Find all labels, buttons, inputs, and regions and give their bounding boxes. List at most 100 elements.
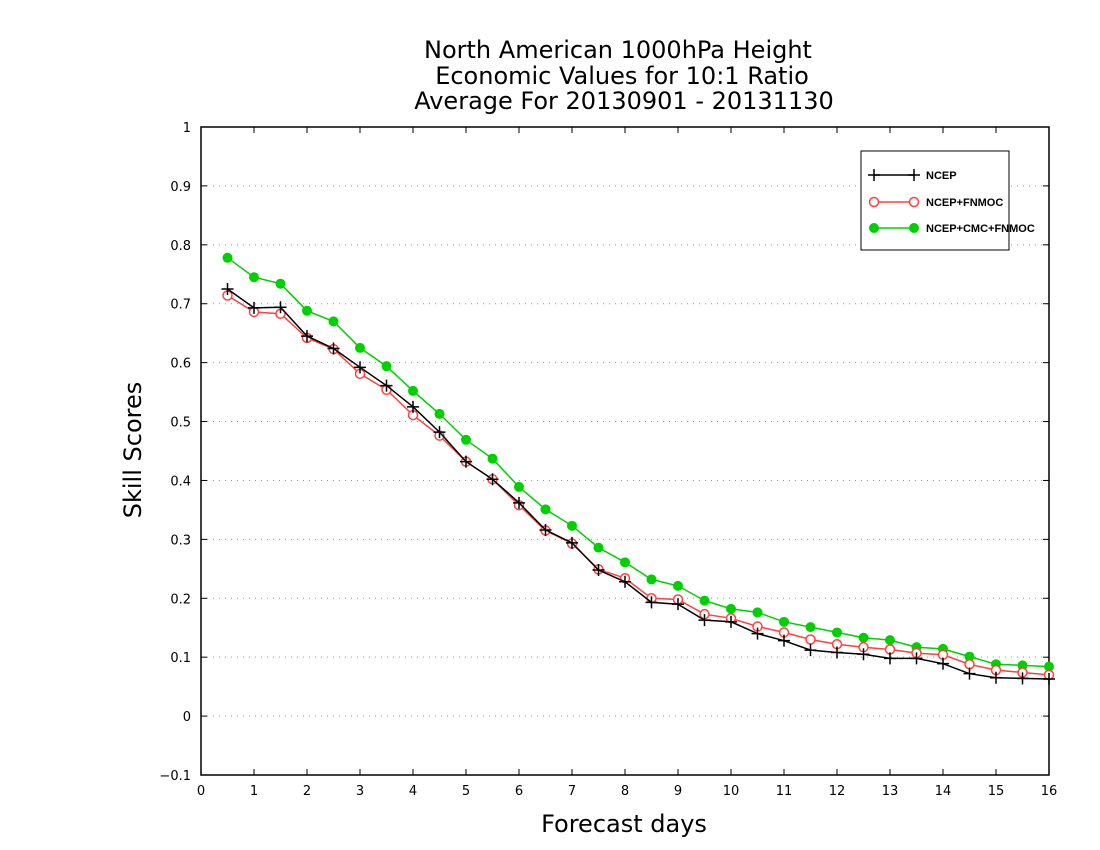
axis-ticks: −0.100.10.20.30.40.50.60.70.80.910 1 2 3 4 5 6… xyxy=(159,121,1057,799)
data-point xyxy=(869,223,879,233)
x-tick-label: 9 xyxy=(674,784,682,799)
x-tick-label: 16 xyxy=(1041,784,1058,799)
series-ncep-cmc-fnmoc xyxy=(222,252,1054,672)
x-tick-label: 5 xyxy=(462,784,470,799)
data-point xyxy=(1016,672,1029,685)
legend-label: NCEP+CMC+FNMOC xyxy=(926,223,1035,235)
data-point xyxy=(673,580,683,591)
data-point xyxy=(698,614,711,627)
x-tick-label: 3 xyxy=(356,784,364,799)
data-point xyxy=(354,361,366,374)
data-point xyxy=(831,646,843,659)
y-tick-label: 0.3 xyxy=(170,533,191,548)
data-point xyxy=(857,648,870,661)
data-point xyxy=(751,627,764,640)
y-tick-label: 0.4 xyxy=(170,474,191,489)
chart-title-line-1: North American 1000hPa Height xyxy=(424,36,812,64)
data-point xyxy=(407,400,419,413)
y-tick-label: 0.6 xyxy=(170,357,191,372)
y-tick-label: 0.5 xyxy=(170,416,191,431)
x-tick-label: 1 xyxy=(250,784,258,799)
data-point xyxy=(646,574,657,585)
data-point xyxy=(868,169,880,181)
data-point xyxy=(221,283,234,295)
data-point xyxy=(486,473,499,486)
x-tick-label: 15 xyxy=(988,784,1005,799)
data-point xyxy=(805,634,816,645)
data-point xyxy=(620,557,630,568)
series-line xyxy=(227,257,1050,668)
data-point xyxy=(327,342,340,355)
data-point xyxy=(726,603,736,614)
data-point xyxy=(567,520,577,531)
y-tick-label: −0.1 xyxy=(159,769,191,784)
x-tick-label: 10 xyxy=(723,784,740,799)
data-point xyxy=(778,634,790,647)
series-line xyxy=(227,294,1050,676)
data-point xyxy=(487,453,498,464)
data-point xyxy=(460,455,472,468)
data-point xyxy=(355,342,365,353)
data-point xyxy=(249,272,259,283)
y-tick-label: 0 xyxy=(183,710,191,725)
x-tick-label: 4 xyxy=(409,784,417,799)
data-point xyxy=(274,301,287,314)
y-tick-label: 0.9 xyxy=(170,180,191,195)
legend-label: NCEP xyxy=(926,170,957,182)
y-tick-label: 0.2 xyxy=(170,592,191,607)
data-point xyxy=(566,536,578,549)
data-point xyxy=(461,434,471,445)
data-point xyxy=(381,361,392,372)
data-point xyxy=(539,523,552,536)
series-ncep xyxy=(221,283,1055,685)
data-point xyxy=(672,598,684,611)
data-point xyxy=(434,408,445,419)
data-point xyxy=(592,563,605,576)
data-point xyxy=(779,616,789,627)
x-tick-label: 11 xyxy=(776,784,793,799)
x-tick-label: 7 xyxy=(568,784,576,799)
data-point xyxy=(514,481,524,492)
data-point xyxy=(301,330,313,343)
data-point xyxy=(593,542,604,553)
data-point xyxy=(908,169,920,181)
data-point xyxy=(868,196,880,208)
data-point xyxy=(433,426,446,439)
legend-box xyxy=(860,150,1010,251)
data-point xyxy=(222,252,233,263)
grid xyxy=(201,185,1049,717)
data-point xyxy=(858,632,869,643)
data-point xyxy=(619,575,631,588)
data-point xyxy=(513,496,525,509)
data-point xyxy=(910,652,923,665)
y-axis-label: Skill Scores xyxy=(119,382,147,519)
data-point xyxy=(805,622,816,633)
data-point xyxy=(804,644,817,657)
x-tick-label: 8 xyxy=(621,784,629,799)
x-tick-label: 2 xyxy=(303,784,311,799)
y-tick-label: 0.7 xyxy=(170,298,191,313)
series-line xyxy=(227,288,1050,680)
data-point xyxy=(909,223,919,233)
chart-title-line-2: Economic Values for 10:1 Ratio xyxy=(435,62,809,90)
x-tick-label: 6 xyxy=(515,784,523,799)
x-tick-label: 14 xyxy=(935,784,952,799)
legend-entry: NCEP xyxy=(868,169,957,182)
x-tick-label: 13 xyxy=(882,784,899,799)
data-point xyxy=(884,652,896,665)
data-point xyxy=(885,635,895,646)
y-tick-label: 1 xyxy=(183,121,191,136)
data-point xyxy=(1043,672,1055,685)
data-point xyxy=(328,316,339,327)
data-point xyxy=(752,607,763,618)
legend-entry: NCEP+CMC+FNMOC xyxy=(869,223,1035,235)
chart-title-line-3: Average For 20130901 - 20131130 xyxy=(414,87,834,115)
data-point xyxy=(540,504,551,515)
x-tick-label: 0 xyxy=(197,784,205,799)
data-point xyxy=(699,595,710,606)
legend: NCEP NCEP+FNMOC NCEP+CMC+FNMOC xyxy=(860,150,1035,251)
data-point xyxy=(908,196,920,208)
data-point xyxy=(937,657,949,670)
data-point xyxy=(248,301,260,314)
